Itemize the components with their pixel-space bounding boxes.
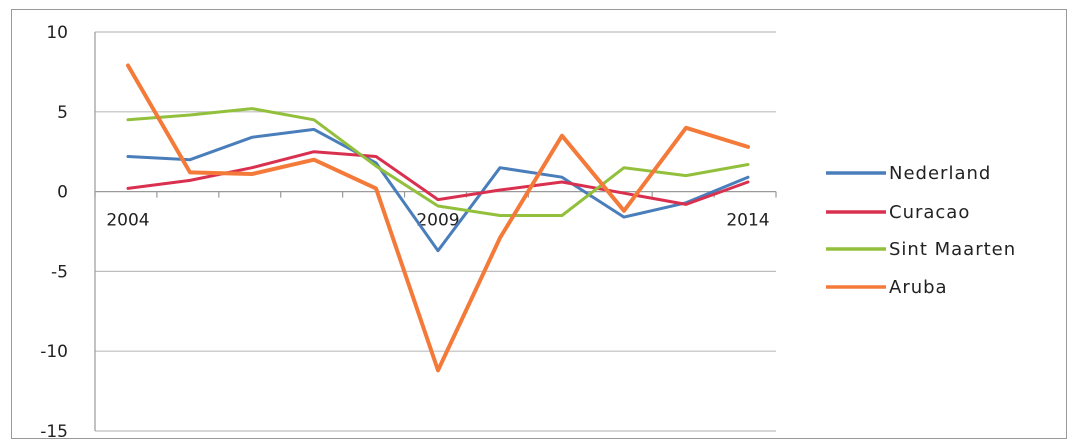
axes [94, 32, 777, 431]
y-tick-label: -5 [51, 262, 68, 282]
y-tick-label: 5 [57, 103, 68, 123]
x-axis-tick-labels: 2004 2009 2014 [106, 211, 769, 231]
x-tick-label-2014: 2014 [726, 211, 769, 231]
series-line-aruba [126, 63, 750, 373]
y-axis-tick-labels: 10 5 0 -5 -10 -15 [40, 23, 68, 442]
legend-label: Nederland [889, 163, 991, 184]
y-tick-label: -15 [40, 422, 68, 442]
grid-lines [95, 31, 776, 432]
series-line-sint-maarten [126, 107, 750, 217]
y-tick-label: -10 [40, 342, 68, 362]
y-tick-label: 0 [57, 183, 68, 203]
series-line-nederland [126, 127, 750, 253]
legend: Nederland Curacao Sint Maarten Aruba [826, 163, 1016, 298]
chart-frame [11, 9, 1067, 439]
series-line-curacao [126, 150, 750, 206]
x-tick-label-2004: 2004 [106, 211, 149, 231]
x-tick-label-2009: 2009 [416, 211, 459, 231]
y-tick-label: 10 [46, 23, 68, 43]
legend-label: Aruba [889, 277, 948, 298]
series-lines [126, 63, 750, 373]
legend-label: Curacao [889, 202, 970, 223]
legend-label: Sint Maarten [889, 239, 1016, 260]
